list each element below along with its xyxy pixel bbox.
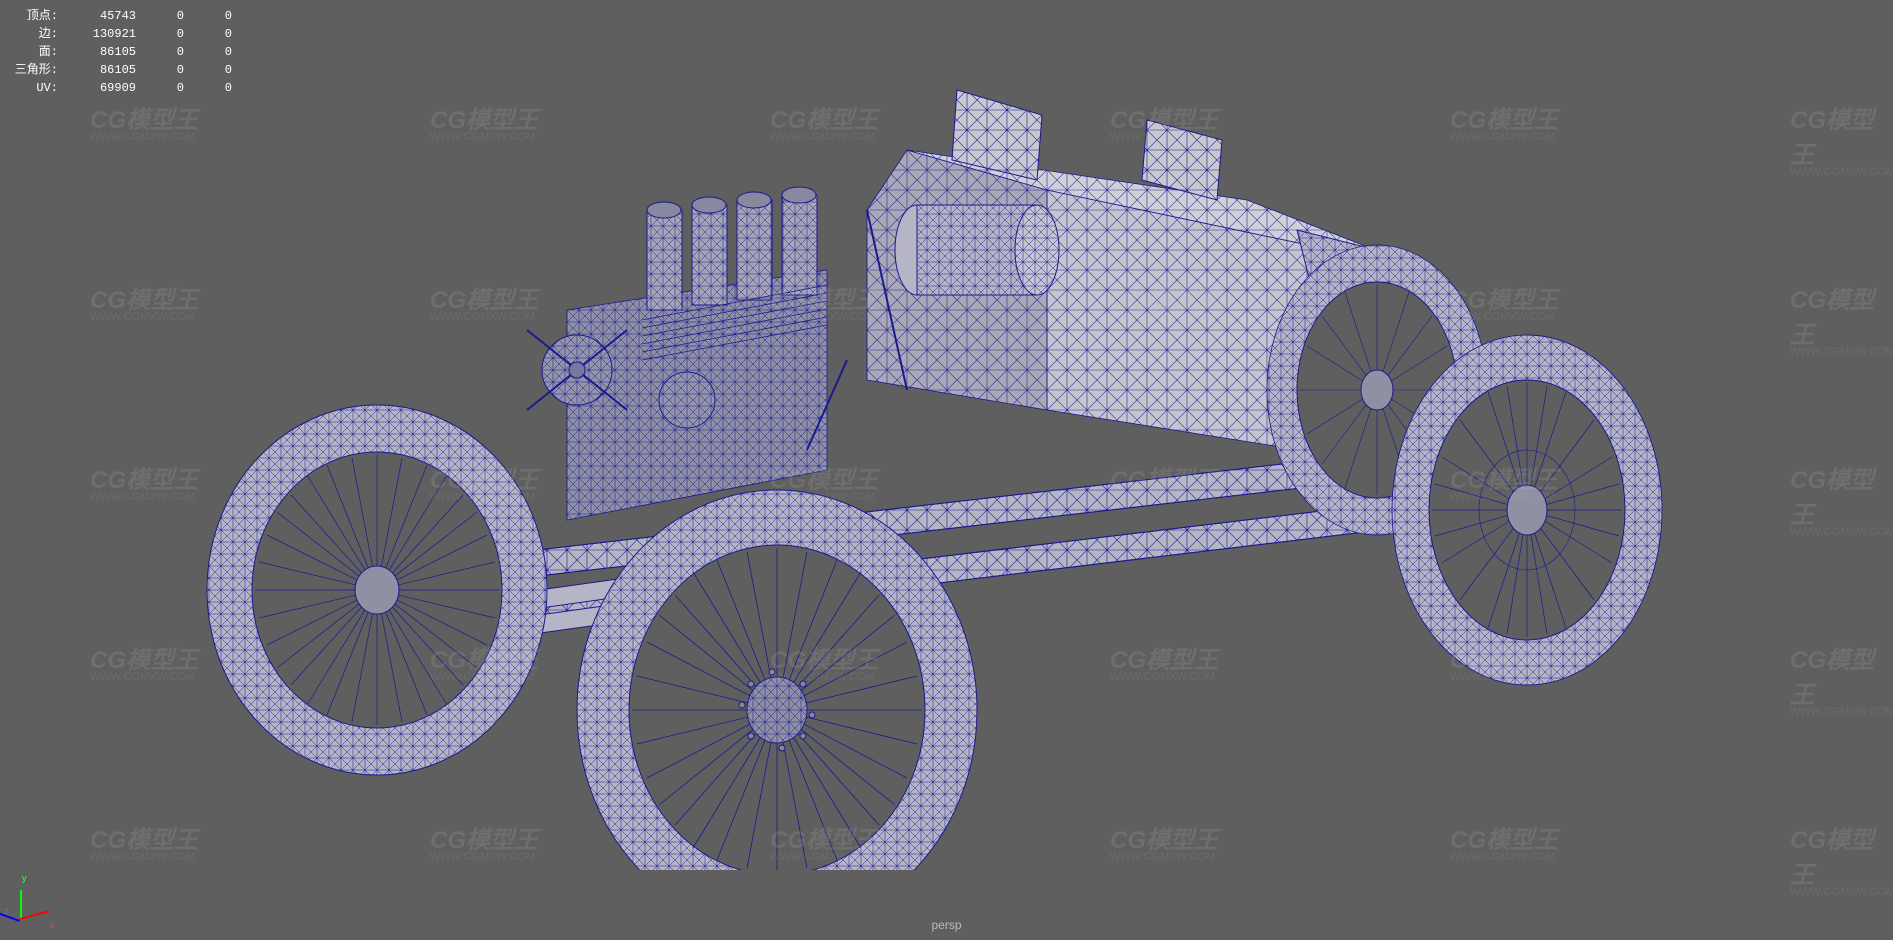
stats-row: 顶点: 45743 0 0	[8, 8, 232, 24]
stats-label-verts: 顶点:	[8, 8, 58, 24]
wheel-rear-right	[1392, 335, 1662, 685]
axis-z	[0, 911, 20, 921]
wireframe-svg	[147, 70, 1747, 870]
stats-value: 69909	[66, 80, 136, 96]
viewport[interactable]: 顶点: 45743 0 0 边: 130921 0 0 面: 86105 0 0…	[0, 0, 1893, 940]
wheel-front-left	[207, 405, 547, 775]
stats-value: 0	[192, 8, 232, 24]
stats-row: 面: 86105 0 0	[8, 44, 232, 60]
camera-label: persp	[931, 918, 961, 932]
axis-label-z: z	[4, 906, 9, 916]
axis-label-y: y	[22, 873, 27, 883]
stats-value: 0	[144, 26, 184, 42]
stats-value: 45743	[66, 8, 136, 24]
watermark: CG模型王WWW.CGMXW.COM	[1790, 640, 1893, 718]
stats-value: 0	[192, 44, 232, 60]
stats-label-faces: 面:	[8, 44, 58, 60]
axis-indicator[interactable]: x y z	[12, 878, 62, 928]
engine-block	[527, 187, 827, 520]
stats-value: 0	[144, 44, 184, 60]
axis-y	[20, 890, 22, 920]
watermark: CG模型王WWW.CGMXW.COM	[1790, 820, 1893, 898]
stats-value: 130921	[66, 26, 136, 42]
watermark: CG模型王WWW.CGMXW.COM	[1790, 460, 1893, 538]
stats-value: 86105	[66, 44, 136, 60]
stats-label-uv: UV:	[8, 80, 58, 96]
stats-value: 0	[192, 26, 232, 42]
stats-value: 86105	[66, 62, 136, 78]
stats-row: 边: 130921 0 0	[8, 26, 232, 42]
watermark: CG模型王WWW.CGMXW.COM	[1790, 280, 1893, 358]
axis-x	[19, 910, 48, 920]
stats-value: 0	[144, 8, 184, 24]
stats-label-tris: 三角形:	[8, 62, 58, 78]
axis-label-x: x	[50, 920, 55, 930]
radiator-fan	[527, 330, 627, 410]
wireframe-model[interactable]	[147, 70, 1747, 870]
watermark: CG模型王WWW.CGMXW.COM	[1790, 100, 1893, 178]
stats-label-edges: 边:	[8, 26, 58, 42]
cylindrical-tank	[895, 205, 1059, 295]
